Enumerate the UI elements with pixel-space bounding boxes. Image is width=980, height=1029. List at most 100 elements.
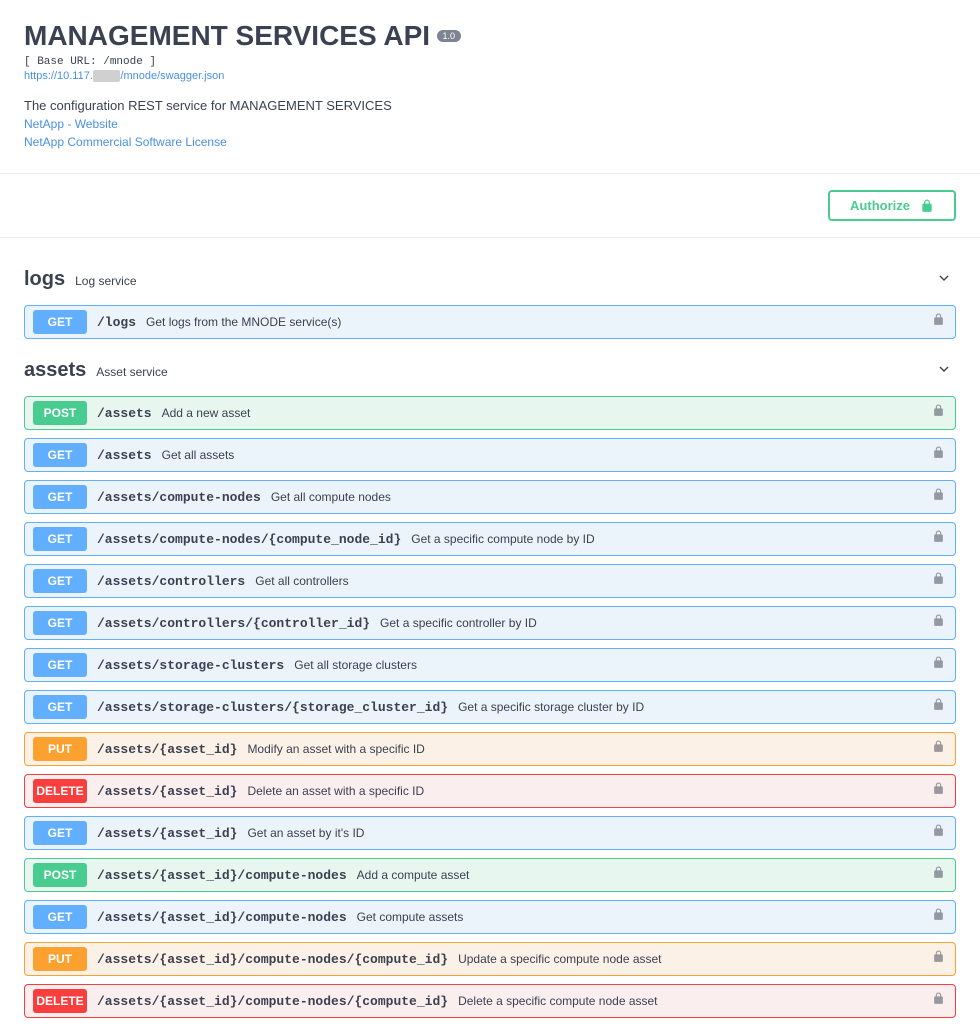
operation-row[interactable]: DELETE/assets/{asset_id}/compute-nodes/{… [24, 984, 956, 1018]
lock-icon [920, 199, 934, 213]
method-badge: PUT [33, 947, 87, 971]
operation-row[interactable]: GET/assets/compute-nodes/{compute_node_i… [24, 522, 956, 556]
method-badge: GET [33, 653, 87, 677]
website-link[interactable]: NetApp - Website [24, 117, 956, 131]
operation-row[interactable]: PUT/assets/{asset_id}/compute-nodes/{com… [24, 942, 956, 976]
authorize-label: Authorize [850, 198, 910, 213]
lock-icon[interactable] [932, 404, 945, 422]
tag-header[interactable]: logs Log service [24, 262, 956, 297]
lock-icon[interactable] [932, 446, 945, 464]
operation-row[interactable]: POST/assets Add a new asset [24, 396, 956, 430]
method-badge: POST [33, 863, 87, 887]
operation-description: Get a specific controller by ID [380, 616, 537, 630]
operation-description: Get all assets [162, 448, 235, 462]
operation-row[interactable]: GET/assetsGet all assets [24, 438, 956, 472]
operation-path: /assets [97, 406, 152, 421]
operation-description: Delete a specific compute node asset [458, 994, 657, 1008]
operation-description: Get all compute nodes [271, 490, 391, 504]
method-badge: GET [33, 527, 87, 551]
method-badge: GET [33, 569, 87, 593]
method-badge: POST [33, 401, 87, 425]
operation-path: /assets/{asset_id}/compute-nodes/{comput… [97, 994, 448, 1009]
operation-row[interactable]: DELETE/assets/{asset_id} Delete an asset … [24, 774, 956, 808]
operation-row[interactable]: GET/assets/{asset_id} Get an asset by it'… [24, 816, 956, 850]
operation-description: Get a specific compute node by ID [411, 532, 594, 546]
lock-icon[interactable] [932, 740, 945, 758]
method-badge: GET [33, 611, 87, 635]
api-description: The configuration REST service for MANAG… [24, 98, 956, 113]
lock-icon[interactable] [932, 908, 945, 926]
lock-icon[interactable] [932, 488, 945, 506]
method-badge: GET [33, 695, 87, 719]
operation-path: /assets/storage-clusters [97, 658, 284, 673]
operation-description: Get compute assets [357, 910, 464, 924]
operation-path: /assets/{asset_id}/compute-nodes/{comput… [97, 952, 448, 967]
operation-description: Update a specific compute node asset [458, 952, 661, 966]
lock-icon[interactable] [932, 950, 945, 968]
operation-row[interactable]: GET/assets/storage-clusters/{storage_clu… [24, 690, 956, 724]
operation-description: Get a specific storage cluster by ID [458, 700, 644, 714]
method-badge: GET [33, 905, 87, 929]
lock-icon[interactable] [932, 572, 945, 590]
operation-description: Get all controllers [255, 574, 348, 588]
method-badge: GET [33, 485, 87, 509]
operation-path: /assets/{asset_id} [97, 742, 237, 757]
tag-description: Log service [75, 274, 136, 288]
api-header: MANAGEMENT SERVICES API 1.0 [ Base URL: … [0, 0, 980, 174]
lock-icon[interactable] [932, 824, 945, 842]
lock-icon[interactable] [932, 313, 945, 331]
tag-section: assets Asset service POST/assets Add a new … [24, 353, 956, 1018]
method-badge: DELETE [33, 779, 87, 803]
swagger-json-link[interactable]: https://10.117.xxxxx/mnode/swagger.json [24, 70, 956, 82]
operation-row[interactable]: GET/assets/{asset_id}/compute-nodes Get c… [24, 900, 956, 934]
method-badge: GET [33, 821, 87, 845]
operation-row[interactable]: GET/logs Get logs from the MNODE service(… [24, 305, 956, 339]
operation-row[interactable]: PUT/assets/{asset_id} Modify an asset wit… [24, 732, 956, 766]
operation-row[interactable]: GET/assets/storage-clusters Get all stora… [24, 648, 956, 682]
operation-description: Modify an asset with a specific ID [247, 742, 424, 756]
license-link[interactable]: NetApp Commercial Software License [24, 135, 956, 149]
tag-name: logs [24, 268, 65, 291]
lock-icon[interactable] [932, 530, 945, 548]
operation-path: /assets/{asset_id}/compute-nodes [97, 868, 347, 883]
operation-description: Get all storage clusters [294, 658, 417, 672]
tag-name: assets [24, 359, 86, 382]
operation-row[interactable]: POST/assets/{asset_id}/compute-nodesAdd … [24, 858, 956, 892]
lock-icon[interactable] [932, 782, 945, 800]
operation-description: Get an asset by it's ID [247, 826, 364, 840]
lock-icon[interactable] [932, 698, 945, 716]
method-badge: GET [33, 310, 87, 334]
operation-path: /assets/controllers/{controller_id} [97, 616, 370, 631]
version-badge: 1.0 [437, 30, 462, 42]
operation-description: Add a new asset [162, 406, 251, 420]
tag-header[interactable]: assets Asset service [24, 353, 956, 388]
operations-container: logs Log service GET/logs Get logs from the… [0, 238, 980, 1028]
operation-row[interactable]: GET/assets/compute-nodes Get all compute … [24, 480, 956, 514]
operation-path: /assets/{asset_id} [97, 784, 237, 799]
operation-row[interactable]: GET/assets/controllers/{controller_id} Ge… [24, 606, 956, 640]
operation-path: /assets [97, 448, 152, 463]
operation-description: Delete an asset with a specific ID [247, 784, 424, 798]
operation-path: /logs [97, 315, 136, 330]
base-url: [ Base URL: /mnode ] [24, 56, 956, 68]
lock-icon[interactable] [932, 992, 945, 1010]
operation-path: /assets/{asset_id}/compute-nodes [97, 910, 347, 925]
auth-bar: Authorize [0, 174, 980, 238]
operation-path: /assets/compute-nodes [97, 490, 261, 505]
method-badge: DELETE [33, 989, 87, 1013]
chevron-down-icon [936, 270, 952, 291]
operation-row[interactable]: GET/assets/controllers Get all controller… [24, 564, 956, 598]
lock-icon[interactable] [932, 656, 945, 674]
tag-description: Asset service [96, 365, 167, 379]
authorize-button[interactable]: Authorize [828, 190, 956, 221]
lock-icon[interactable] [932, 866, 945, 884]
operation-path: /assets/compute-nodes/{compute_node_id} [97, 532, 401, 547]
operation-description: Get logs from the MNODE service(s) [146, 315, 341, 329]
lock-icon[interactable] [932, 614, 945, 632]
operation-path: /assets/storage-clusters/{storage_cluste… [97, 700, 448, 715]
tag-section: logs Log service GET/logs Get logs from the… [24, 262, 956, 339]
operation-path: /assets/controllers [97, 574, 245, 589]
method-badge: PUT [33, 737, 87, 761]
operation-path: /assets/{asset_id} [97, 826, 237, 841]
page-title: MANAGEMENT SERVICES API [24, 20, 430, 52]
